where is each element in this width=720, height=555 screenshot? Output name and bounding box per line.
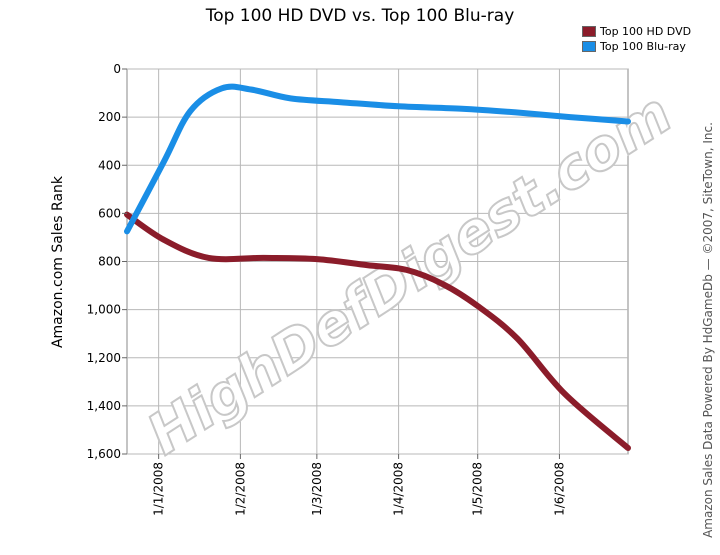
legend: Top 100 HD DVD Top 100 Blu-ray <box>582 24 691 54</box>
y-tick-label: 400 <box>98 158 121 172</box>
grid <box>127 68 628 455</box>
series-line-blu-ray <box>124 83 631 235</box>
y-tick-label: 600 <box>98 206 121 220</box>
y-tick-label: 1,600 <box>87 447 121 461</box>
y-tick-label: 1,200 <box>87 351 121 365</box>
y-tick-label: 800 <box>98 255 121 269</box>
y-axis-ticks: 0 200 400 600 800 1,000 1,200 1,400 1,600 <box>87 62 127 461</box>
y-tick-label: 1,400 <box>87 399 121 413</box>
x-tick-label: 1/4/2008 <box>392 462 406 516</box>
x-tick-label: 1/3/2008 <box>310 462 324 516</box>
x-tick-label: 1/5/2008 <box>471 462 485 516</box>
x-tick-label: 1/2/2008 <box>233 462 247 516</box>
chart-title: Top 100 HD DVD vs. Top 100 Blu-ray <box>205 6 515 26</box>
x-axis-ticks: 1/1/2008 1/2/2008 1/3/2008 1/4/2008 1/5/2008… <box>152 454 566 516</box>
y-tick-label: 200 <box>98 110 121 124</box>
series-layer <box>124 83 631 451</box>
legend-label-blu-ray: Top 100 Blu-ray <box>600 40 686 53</box>
y-tick-label: 1,000 <box>87 303 121 317</box>
legend-swatch-hd-dvd <box>582 26 596 37</box>
series-line-hd-dvd <box>124 211 631 451</box>
x-tick-label: 1/1/2008 <box>152 462 166 516</box>
y-tick-label: 0 <box>113 62 121 76</box>
legend-item-blu-ray: Top 100 Blu-ray <box>582 39 691 54</box>
legend-label-hd-dvd: Top 100 HD DVD <box>600 25 692 38</box>
x-tick-label: 1/6/2008 <box>552 462 566 516</box>
legend-swatch-blu-ray <box>582 41 596 52</box>
legend-item-hd-dvd: Top 100 HD DVD <box>582 24 691 39</box>
